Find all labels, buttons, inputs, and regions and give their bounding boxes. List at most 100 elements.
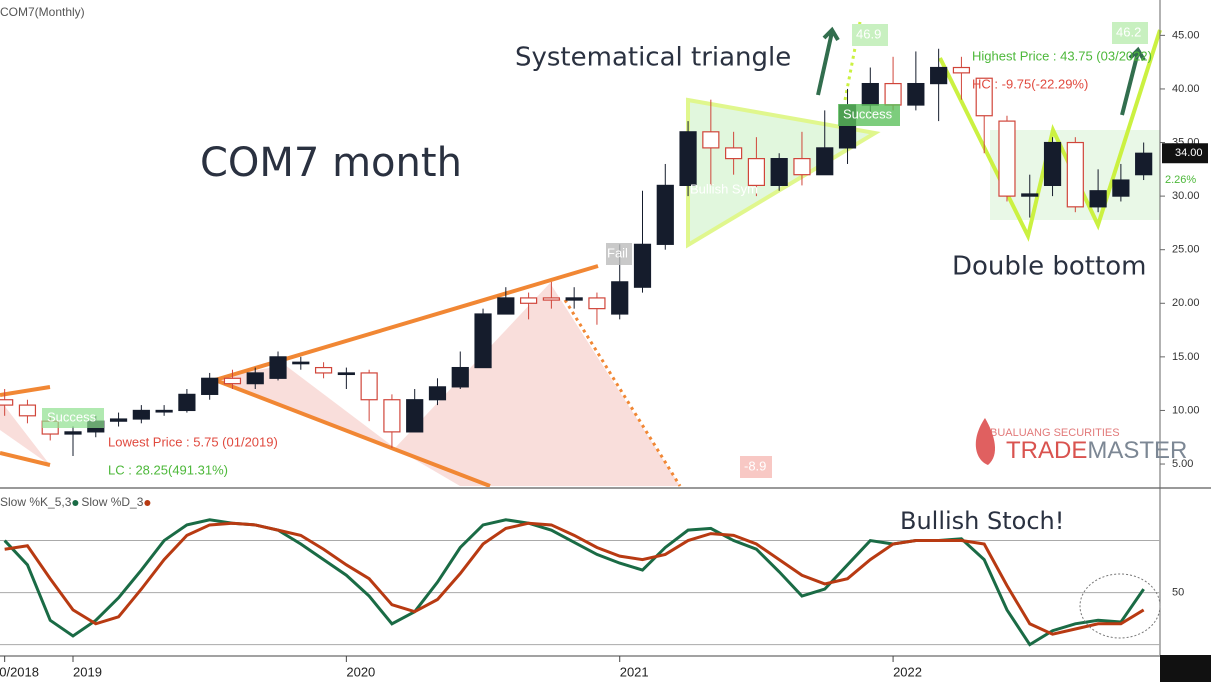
candle-body — [497, 297, 515, 315]
legend-swatch — [72, 500, 79, 506]
candle-body — [1135, 152, 1153, 176]
axis-corner — [1160, 655, 1211, 682]
legend-label: Slow %D_3 — [81, 495, 143, 509]
annotation: Success — [843, 106, 893, 121]
brand-logo — [975, 418, 996, 465]
x-axis — [0, 655, 1211, 682]
subtitle: COM7 month — [200, 140, 462, 186]
badge — [42, 408, 104, 428]
last-price-tag — [1162, 143, 1208, 164]
trendline — [563, 299, 682, 487]
candle-body — [975, 77, 993, 117]
candle-body — [702, 131, 720, 149]
annotation: HC : -9.75(-22.29%) — [972, 76, 1088, 91]
badge — [852, 24, 888, 46]
y-tick-label: 20.00 — [1172, 297, 1200, 309]
candle-body — [246, 372, 264, 385]
annotation: 46.2 — [1116, 24, 1141, 39]
candle-body — [1089, 190, 1107, 208]
arrow — [816, 26, 840, 96]
candle-body — [656, 184, 674, 245]
candle-body — [884, 82, 902, 106]
annotation: LC : 28.25(491.31%) — [108, 462, 228, 477]
candle-body — [679, 131, 697, 186]
y-tick-label: 5.00 — [1172, 458, 1193, 470]
candle-body — [428, 386, 447, 401]
candle-body — [633, 243, 652, 288]
trendline — [0, 385, 51, 397]
y-tick-label: 45.00 — [1172, 29, 1200, 41]
x-tick-label: 2021 — [620, 664, 649, 679]
candle-body — [155, 409, 173, 413]
candle-body — [269, 356, 287, 379]
candle-body — [383, 399, 401, 433]
candle-body — [588, 297, 606, 310]
candle-body — [292, 361, 310, 365]
annotation: Highest Price : 43.75 (03/2022) — [972, 48, 1152, 63]
stoch-panel: 50 Slow %K_5,3 Slow %D_3 — [0, 495, 1184, 647]
badge — [606, 243, 632, 265]
x-tick-label: 2019 — [73, 664, 102, 679]
candle-body — [132, 409, 150, 420]
candle-body — [816, 147, 834, 176]
pink-triangle — [215, 365, 395, 448]
annotation: Lowest Price : 5.75 (01/2019) — [108, 434, 278, 449]
y-tick-label: 10.00 — [1172, 404, 1200, 416]
price-panel: 5.0010.0015.0020.0025.0030.0035.0040.004… — [0, 29, 1208, 470]
candle-body — [1043, 141, 1062, 186]
trendline — [214, 378, 491, 488]
candle-body — [109, 418, 128, 422]
candle-body — [725, 147, 743, 160]
legend-swatch — [144, 500, 151, 506]
x-tick-label: 2022 — [893, 664, 922, 679]
x-tick-label: 10/2018 — [0, 664, 39, 679]
y-tick-label: 15.00 — [1172, 351, 1200, 363]
last-price-label: 34.00 — [1175, 147, 1203, 159]
candle-body — [223, 377, 242, 385]
annotation: Bullish Sym — [690, 181, 758, 196]
pink-triangle — [0, 400, 50, 465]
candle-body — [952, 66, 971, 74]
x-tick-label: 2020 — [346, 664, 375, 679]
pink-triangle — [395, 283, 680, 486]
candle-body — [907, 82, 925, 106]
badge — [838, 104, 900, 126]
candle-body — [314, 366, 333, 374]
candle-body — [747, 158, 766, 186]
arrow — [1120, 46, 1146, 116]
annotation: Success — [47, 409, 97, 424]
annotation: Systematical triangle — [515, 43, 791, 73]
candle-body — [0, 399, 14, 406]
annotation: 46.9 — [856, 26, 881, 41]
candle-body — [998, 120, 1016, 197]
legend-label: Slow %K_5,3 — [0, 495, 72, 509]
candle-body — [406, 399, 424, 433]
brand: MASTER — [1087, 437, 1187, 464]
candle-body — [18, 404, 37, 417]
annotation: Fail — [607, 245, 628, 260]
candle-body — [565, 297, 583, 301]
brand: TRADEMASTER — [1006, 437, 1187, 464]
badge — [740, 456, 772, 478]
candle-body — [770, 158, 788, 186]
y-tick-label: 25.00 — [1172, 244, 1200, 256]
change-label: 2.26% — [1165, 174, 1196, 186]
candle-body — [360, 372, 378, 401]
badge — [1112, 22, 1148, 44]
candle-body — [861, 82, 879, 106]
stoch-line — [4, 521, 1145, 636]
candle-body — [611, 281, 629, 315]
candle-body — [519, 297, 538, 304]
candle-body — [542, 297, 560, 301]
annotation: Double bottom — [952, 252, 1146, 282]
chart-title: COM7(Monthly) — [0, 5, 85, 19]
candle-body — [64, 431, 82, 435]
y-tick-label: 40.00 — [1172, 83, 1200, 95]
candle-body — [178, 393, 196, 412]
candle-body — [1112, 179, 1130, 197]
candle-body — [337, 372, 355, 376]
highlight — [1079, 573, 1161, 639]
candle-body — [201, 377, 219, 395]
